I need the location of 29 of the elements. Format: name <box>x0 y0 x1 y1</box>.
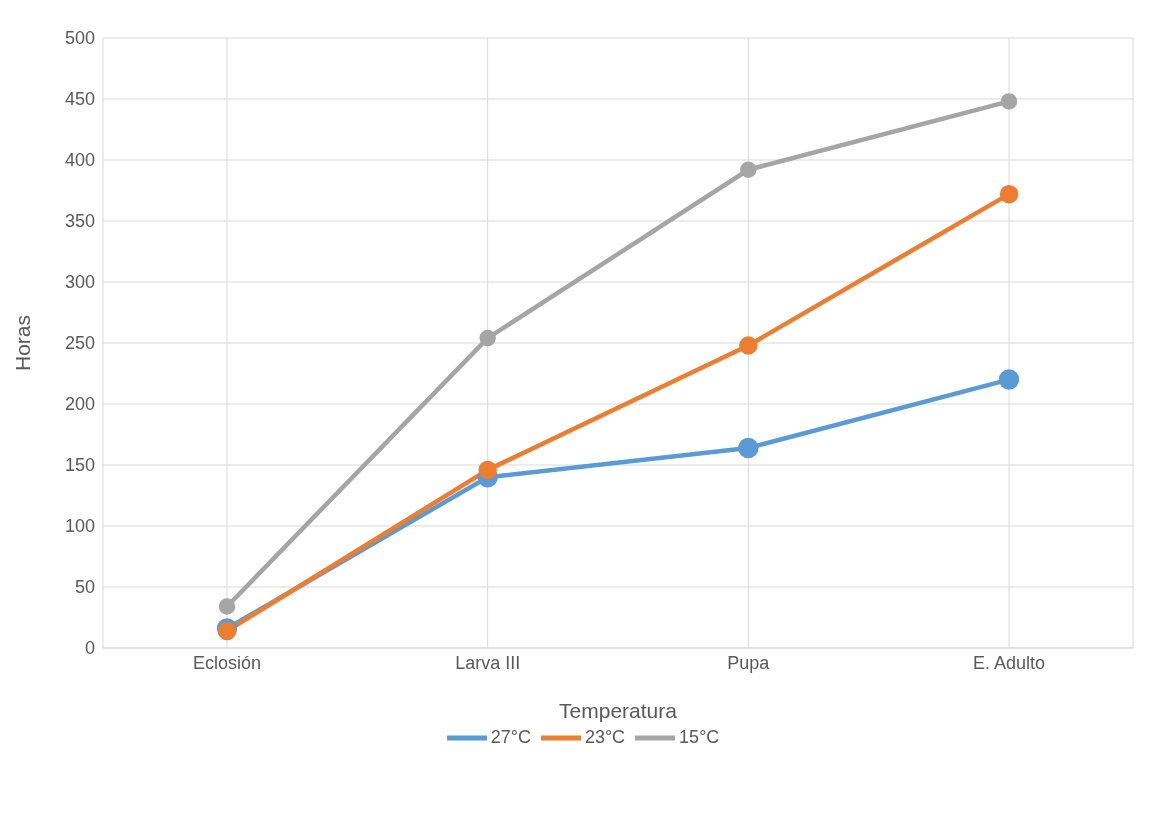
y-tick-label: 150 <box>64 455 95 476</box>
point <box>479 329 496 347</box>
y-tick-label: 50 <box>74 577 95 598</box>
y-tick-label: 200 <box>64 394 95 415</box>
x-axis-title: Temperatura <box>559 699 678 722</box>
point <box>218 598 236 615</box>
legend-label: 15°C <box>679 726 720 747</box>
y-tick-label: 0 <box>84 638 95 659</box>
x-tick-label: E. Adulto <box>972 652 1046 673</box>
legend-label: 27°C <box>490 726 531 747</box>
point <box>740 161 757 179</box>
y-tick-label: 400 <box>64 150 95 171</box>
x-tick-label: Larva III <box>455 652 521 673</box>
y-tick-label: 250 <box>64 333 95 354</box>
y-tick-label: 100 <box>64 516 95 537</box>
y-axis-title: Horas <box>11 314 35 372</box>
point <box>998 369 1020 390</box>
x-tick-label: Pupa <box>727 652 771 673</box>
y-tick-label: 300 <box>64 272 95 293</box>
point <box>1000 93 1018 110</box>
x-tick-label: Eclosión <box>192 652 262 673</box>
point <box>999 184 1019 204</box>
y-tick-label: 500 <box>64 28 95 49</box>
y-tick-label: 450 <box>64 89 95 110</box>
point <box>738 437 759 459</box>
y-tick-label: 350 <box>64 211 95 232</box>
point <box>739 336 758 355</box>
point <box>478 460 497 480</box>
legend-label: 23°C <box>584 726 626 747</box>
